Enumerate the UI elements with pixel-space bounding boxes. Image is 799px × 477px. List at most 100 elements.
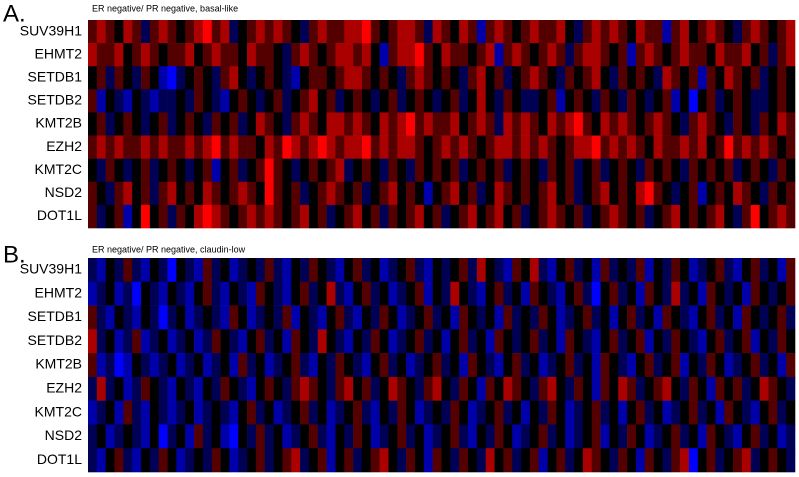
heatmap-cell xyxy=(485,329,495,354)
heatmap-cell xyxy=(432,43,442,67)
heatmap-cell xyxy=(503,43,513,67)
heatmap-cell xyxy=(211,376,221,401)
heatmap-cell xyxy=(547,305,557,330)
heatmap-cell xyxy=(688,305,699,330)
heatmap-cell xyxy=(521,281,531,306)
heatmap-cell xyxy=(468,135,478,159)
heatmap-cell xyxy=(335,281,345,306)
heatmap-cell xyxy=(750,353,760,378)
heatmap-cell xyxy=(370,353,380,378)
heatmap-cell xyxy=(468,424,478,449)
heatmap-cell xyxy=(574,448,584,473)
heatmap-cell xyxy=(273,424,283,449)
heatmap-cell xyxy=(741,43,752,67)
heatmap-cell xyxy=(556,281,566,306)
heatmap-cell xyxy=(680,158,690,183)
heatmap-cell xyxy=(370,400,380,425)
heatmap-cell xyxy=(202,43,213,67)
heatmap-cell xyxy=(512,20,522,44)
heatmap-cell xyxy=(361,43,372,67)
heatmap-cell xyxy=(335,353,345,378)
heatmap-cell xyxy=(600,281,610,306)
heatmap-cell xyxy=(273,20,283,44)
heatmap-cell xyxy=(149,329,159,354)
heatmap-cell xyxy=(211,20,221,44)
heatmap-cell xyxy=(255,329,266,354)
heatmap-cell xyxy=(176,112,186,136)
heatmap-cell xyxy=(185,448,195,473)
heatmap-cell xyxy=(521,43,531,67)
subtitle: ER negative/ PR negative, claudin-low xyxy=(92,244,246,254)
heatmap-cell xyxy=(503,181,513,206)
heatmap-cell xyxy=(388,258,398,283)
heatmap-cell xyxy=(423,400,433,425)
heatmap-cell xyxy=(158,204,168,229)
heatmap-cell xyxy=(149,158,159,183)
heatmap-cell xyxy=(547,281,557,306)
heatmap-cell xyxy=(96,66,106,90)
heatmap-cell xyxy=(141,424,151,449)
heatmap-cell xyxy=(335,305,345,330)
heatmap-cell xyxy=(459,181,469,206)
heatmap-cell xyxy=(635,400,646,425)
heatmap-cell xyxy=(591,424,601,449)
heatmap-cell xyxy=(459,400,469,425)
heatmap-cell xyxy=(406,376,416,401)
heatmap-cell xyxy=(521,376,531,401)
heatmap-cell xyxy=(556,400,566,425)
heatmap-cell xyxy=(229,258,239,283)
heatmap-cell xyxy=(609,376,619,401)
heatmap-cell xyxy=(494,400,504,425)
heatmap-cell xyxy=(388,89,398,113)
heatmap-cell xyxy=(468,281,478,306)
heatmap-cell xyxy=(194,305,204,330)
heatmap-cell xyxy=(149,448,159,473)
heatmap-cell xyxy=(291,258,301,283)
heatmap-cell xyxy=(176,376,186,401)
heatmap-cell xyxy=(521,400,531,425)
row-label: SETDB2 xyxy=(28,92,83,108)
heatmap-cell xyxy=(141,112,151,136)
heatmap-cell xyxy=(565,305,575,330)
heatmap-cell xyxy=(282,400,292,425)
heatmap-cell xyxy=(786,20,796,44)
heatmap-cell xyxy=(423,43,433,67)
heatmap-cell xyxy=(538,258,548,283)
heatmap-cell xyxy=(397,305,407,330)
heatmap-cell xyxy=(644,376,654,401)
heatmap-cell xyxy=(388,448,398,473)
heatmap-cell xyxy=(211,158,221,183)
heatmap-cell xyxy=(512,204,522,229)
heatmap-cell xyxy=(202,305,213,330)
heatmap-cell xyxy=(441,353,451,378)
heatmap-cell xyxy=(264,353,274,378)
heatmap-cell xyxy=(680,424,690,449)
heatmap-cell xyxy=(635,305,646,330)
heatmap-cell xyxy=(185,353,195,378)
heatmap-cell xyxy=(423,89,433,113)
heatmap-cell xyxy=(459,329,469,354)
heatmap-cell xyxy=(680,43,690,67)
heatmap-cell xyxy=(565,353,575,378)
heatmap-cell xyxy=(786,135,796,159)
heatmap-cell xyxy=(379,89,389,113)
heatmap-cell xyxy=(618,135,628,159)
heatmap-cell xyxy=(282,66,292,90)
heatmap-cell xyxy=(202,181,213,206)
heatmap-cell xyxy=(388,353,398,378)
heatmap-cell xyxy=(282,20,292,44)
heatmap-cell xyxy=(114,158,124,183)
heatmap-cell xyxy=(194,112,204,136)
heatmap-cell xyxy=(529,353,540,378)
heatmap-cell xyxy=(176,281,186,306)
heatmap-cell xyxy=(468,204,478,229)
heatmap-cell xyxy=(591,181,601,206)
heatmap-cell xyxy=(494,43,504,67)
heatmap-row xyxy=(88,43,796,67)
heatmap-cell xyxy=(185,66,195,90)
heatmap-cell xyxy=(715,329,725,354)
heatmap-cell xyxy=(300,329,310,354)
heatmap-cell xyxy=(468,43,478,67)
heatmap-cell xyxy=(715,400,725,425)
heatmap-cell xyxy=(450,448,460,473)
